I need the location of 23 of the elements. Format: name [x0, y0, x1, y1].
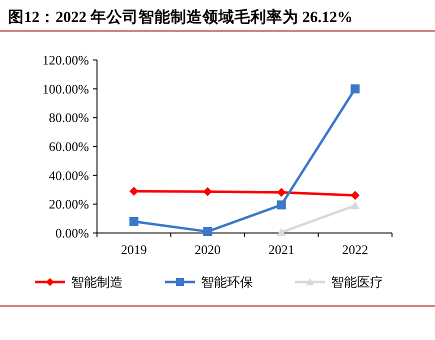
point	[129, 216, 138, 226]
x-tick-label: 2022	[342, 242, 368, 257]
y-tick-label: 100.00%	[42, 81, 90, 96]
x-tick-label: 2019	[120, 242, 147, 257]
point	[350, 190, 360, 200]
y-tick-label: 40.00%	[48, 168, 90, 183]
y-tick-label: 80.00%	[48, 110, 90, 126]
point	[129, 186, 138, 196]
point	[350, 84, 360, 94]
legend-label: 智能环保	[201, 274, 253, 290]
legend-label: 智能制造	[71, 274, 123, 290]
point	[276, 200, 286, 210]
y-tick-label: 0.00%	[55, 226, 90, 241]
point	[276, 188, 286, 197]
y-tick-label: 120.00%	[42, 52, 90, 68]
legend-label: 智能医疗	[331, 274, 383, 290]
x-tick-label: 2020	[194, 242, 221, 257]
y-tick-label: 20.00%	[48, 196, 90, 212]
x-tick-label: 2021	[268, 242, 294, 257]
y-tick-label: 60.00%	[48, 139, 90, 154]
point	[203, 227, 212, 236]
chart-title: 图12：2022 年公司智能制造领域毛利率为 26.12%	[8, 8, 353, 26]
point	[203, 187, 212, 196]
